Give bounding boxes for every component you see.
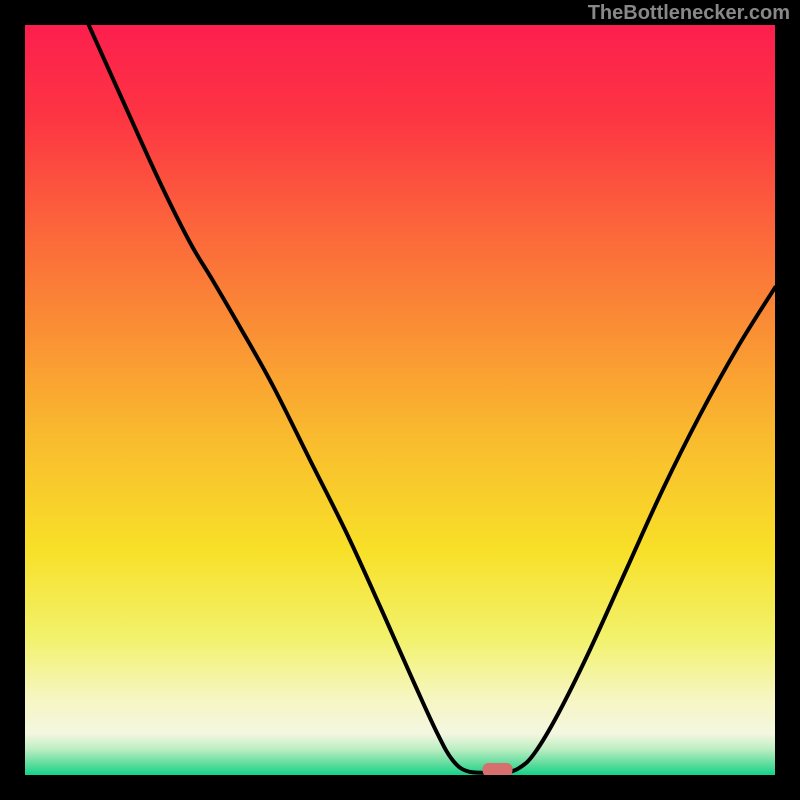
chart-svg xyxy=(25,25,775,775)
bottleneck-chart xyxy=(25,25,775,775)
watermark-text: TheBottlenecker.com xyxy=(588,2,790,25)
optimal-marker xyxy=(483,763,513,775)
